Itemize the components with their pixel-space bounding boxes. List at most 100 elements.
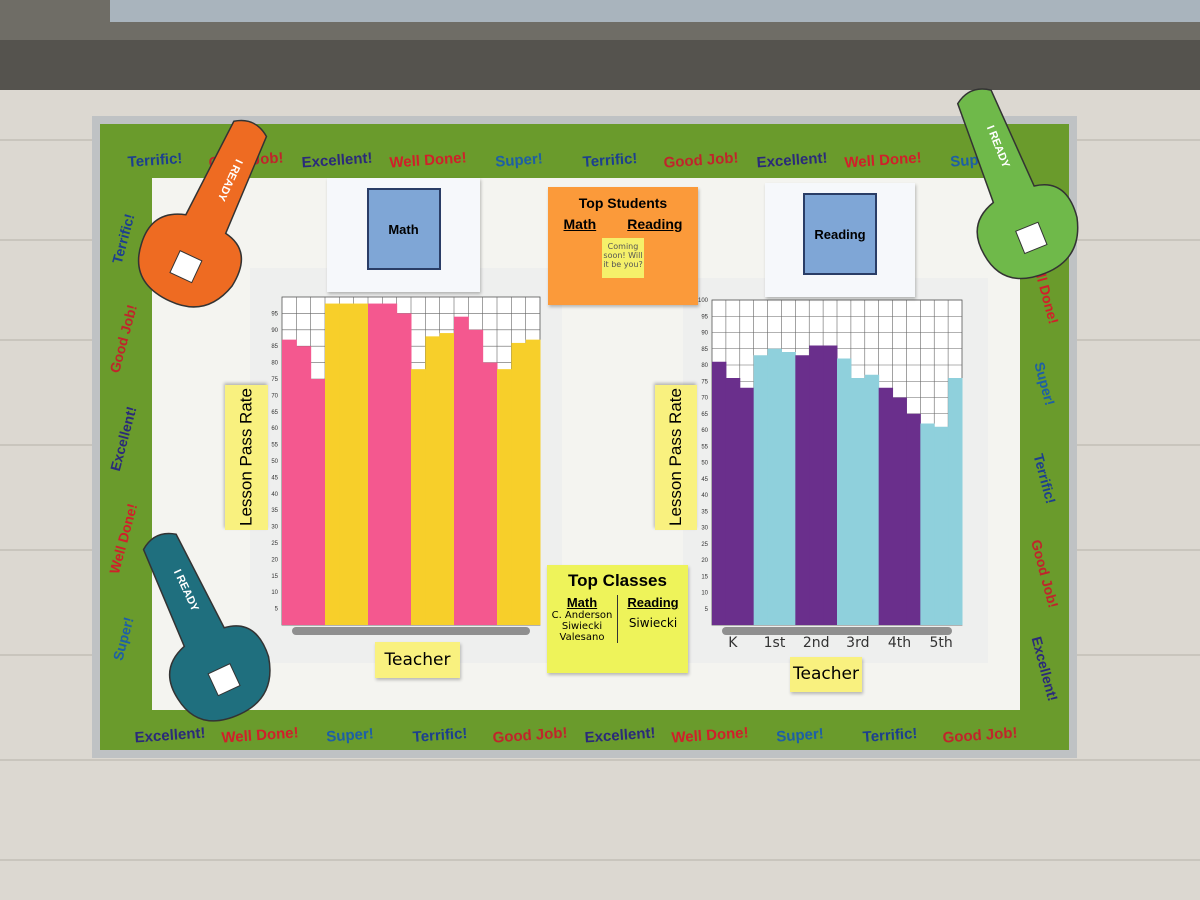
y-tick-label: 25 <box>701 542 708 548</box>
banner: Math <box>366 188 441 270</box>
border-word: Excellent! <box>756 150 828 172</box>
bar <box>368 303 383 625</box>
window-glass <box>110 0 1200 22</box>
bar <box>425 336 441 625</box>
y-tick-label: 85 <box>701 347 708 353</box>
y-tick-label: 30 <box>271 525 278 531</box>
y-tick-label: 70 <box>701 396 708 402</box>
y-tick-label: 95 <box>701 314 708 320</box>
foam-fingers: I READY I READY I READY <box>137 88 1079 722</box>
bar <box>439 333 455 625</box>
border-word: Good Job! <box>492 724 568 746</box>
x-axis-label: Teacher <box>790 657 862 692</box>
top-classes-table: Math C. Anderson Siwiecki Valesano Readi… <box>547 595 688 643</box>
y-tick-label: 10 <box>271 590 278 596</box>
x-tick-label: 3rd <box>846 635 869 651</box>
border-word: Excellent! <box>584 725 656 747</box>
x-tick-label: 1st <box>764 635 786 651</box>
charts: 5 10 15 20 25 30 35 40 45 50 55 60 65 70 75 80 85 90 95 5 10… <box>271 296 963 651</box>
bar <box>920 423 935 625</box>
chart-title: Reading <box>814 226 866 242</box>
column-head: Math <box>563 216 597 232</box>
border-word: Excellent! <box>134 725 206 747</box>
bar <box>823 345 838 625</box>
banner: Reading <box>803 193 877 275</box>
y-tick-label: 100 <box>698 298 709 304</box>
reading-column: Reading Siwiecki <box>618 595 688 643</box>
border-word: Good Job! <box>942 724 1018 746</box>
bar <box>809 345 824 625</box>
border-word: Well Done! <box>844 149 922 171</box>
y-tick-label: 55 <box>271 443 278 449</box>
foam-finger: I READY <box>137 119 268 308</box>
y-tick-label: 60 <box>271 426 278 432</box>
x-axis-label: Teacher <box>375 642 460 678</box>
border-word: Terrific! <box>127 150 183 171</box>
y-tick-label: 75 <box>701 379 708 385</box>
bar <box>725 378 741 625</box>
y-tick-label: 70 <box>271 393 278 399</box>
finger-cube <box>1015 221 1048 255</box>
class-name: Valesano <box>559 632 605 643</box>
foam-finger: I READY <box>956 88 1079 280</box>
y-tick-label: 95 <box>271 311 278 317</box>
finger-cube <box>169 250 203 284</box>
y-tick-label: 50 <box>701 461 708 467</box>
bar <box>296 346 312 625</box>
bar <box>282 339 297 625</box>
bar <box>739 387 755 625</box>
y-tick-label: 65 <box>701 412 708 418</box>
bar <box>753 355 769 625</box>
bar <box>411 369 426 625</box>
y-axis-label: Lesson Pass Rate <box>225 385 268 530</box>
finger-shape <box>137 119 268 308</box>
bar <box>339 303 355 625</box>
y-tick-label: 35 <box>701 509 708 515</box>
y-tick-label: 5 <box>275 607 279 613</box>
bar <box>310 379 326 625</box>
bar <box>325 303 340 625</box>
border-word: Well Done! <box>671 724 749 746</box>
column-head: Reading <box>627 595 679 610</box>
y-tick-label: 20 <box>271 557 278 563</box>
border-word: Good Job! <box>663 149 739 171</box>
top-students-columns: Math Reading <box>548 216 698 232</box>
y-tick-label: 60 <box>701 428 708 434</box>
y-tick-label: 85 <box>271 344 278 350</box>
bar <box>511 342 527 625</box>
y-tick-label: 35 <box>271 508 278 514</box>
y-tick-label: 90 <box>701 331 708 337</box>
finger-shape <box>956 88 1079 280</box>
border-word: Terrific! <box>862 725 918 746</box>
border-word: Super! <box>776 725 825 745</box>
bar <box>712 361 727 625</box>
class-name: Siwiecki <box>561 621 603 632</box>
x-tick-label: 2nd <box>803 635 830 651</box>
y-tick-label: 30 <box>701 526 708 532</box>
y-tick-label: 10 <box>701 591 708 597</box>
y-tick-label: 40 <box>701 493 708 499</box>
bar <box>878 387 894 625</box>
coming-soon-note: Coming soon! Will it be you? <box>602 238 644 278</box>
bar <box>767 348 782 625</box>
y-tick-label: 90 <box>271 328 278 334</box>
bar <box>396 313 412 625</box>
y-tick-label: 50 <box>271 459 278 465</box>
window-sill <box>0 40 1200 90</box>
bar <box>468 329 484 625</box>
baseline-scribble <box>722 627 952 635</box>
class-name: Siwiecki <box>628 616 678 630</box>
bar <box>892 397 907 625</box>
y-tick-label: 80 <box>271 361 278 367</box>
y-tick-label: 65 <box>271 410 278 416</box>
bar <box>454 316 469 625</box>
y-tick-label: 45 <box>271 475 278 481</box>
y-tick-label: 40 <box>271 492 278 498</box>
bar <box>850 378 866 625</box>
y-tick-label: 15 <box>701 574 708 580</box>
y-tick-label: 15 <box>271 574 278 580</box>
bar <box>525 339 541 625</box>
border-word: Excellent! <box>301 150 373 172</box>
y-tick-label: 75 <box>271 377 278 383</box>
